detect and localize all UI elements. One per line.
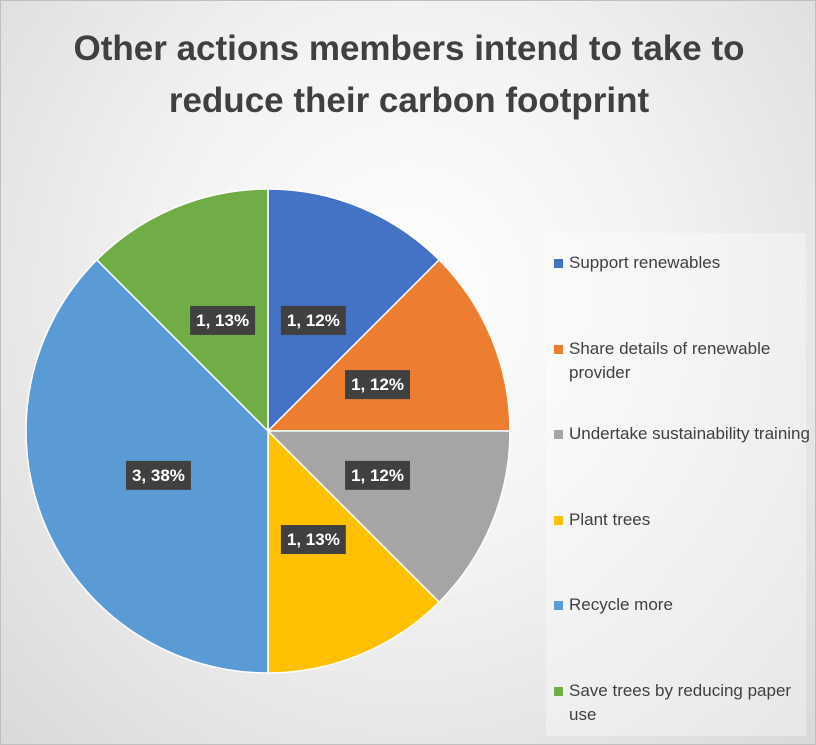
legend-label: Plant trees [569, 509, 651, 529]
legend-label: Support renewables [569, 253, 721, 272]
pie-slice [266, 258, 511, 432]
legend-label: Undertake sustainability training [569, 424, 810, 443]
pie-slice [95, 188, 269, 433]
legend-item: Recycle more [554, 593, 814, 617]
legend-swatch [554, 686, 563, 696]
legend-swatch [554, 515, 563, 525]
data-label-bg [345, 460, 411, 490]
pie-slice [267, 188, 441, 433]
data-label-bg [190, 305, 256, 335]
legend-item: Plant trees [554, 508, 814, 532]
data-label-text: 1, 13% [196, 311, 249, 330]
legend-swatch [554, 601, 563, 610]
legend-item: Save trees by reducing paper use [554, 679, 814, 727]
legend-swatch [554, 430, 563, 439]
legend-item: Undertake sustainability training [554, 422, 814, 446]
data-label-bg [280, 525, 346, 555]
chart-title: Other actions members intend to take to … [73, 29, 745, 120]
legend-item: Support renewables [554, 251, 814, 275]
data-label-bg [125, 460, 191, 490]
data-label-text: 1, 12% [351, 375, 404, 394]
data-label-bg [280, 305, 346, 335]
data-label-text: 1, 12% [351, 466, 404, 485]
data-label: 1, 13% [280, 525, 346, 555]
data-label-text: 3, 38% [132, 466, 185, 485]
legend: Support renewables Share details of renew… [546, 233, 810, 736]
legend-swatch [554, 259, 563, 268]
legend-swatch [554, 344, 563, 354]
data-label-bg [345, 370, 411, 400]
pie-slice [267, 429, 441, 674]
legend-label: Save trees by reducing paper use [569, 680, 792, 724]
data-label: 1, 12% [345, 460, 411, 490]
data-label: 3, 38% [125, 460, 191, 490]
legend-label: Share details of renewable provider [569, 338, 771, 382]
data-label: 1, 12% [280, 305, 346, 335]
data-label: 1, 13% [190, 305, 256, 335]
data-label-text: 1, 13% [287, 530, 340, 549]
data-label-text: 1, 12% [287, 311, 340, 330]
data-label: 1, 12% [345, 370, 411, 400]
legend-item: Share details of renewable provider [554, 337, 814, 385]
pie-slice [266, 430, 511, 604]
legend-label: Recycle more [569, 595, 673, 614]
